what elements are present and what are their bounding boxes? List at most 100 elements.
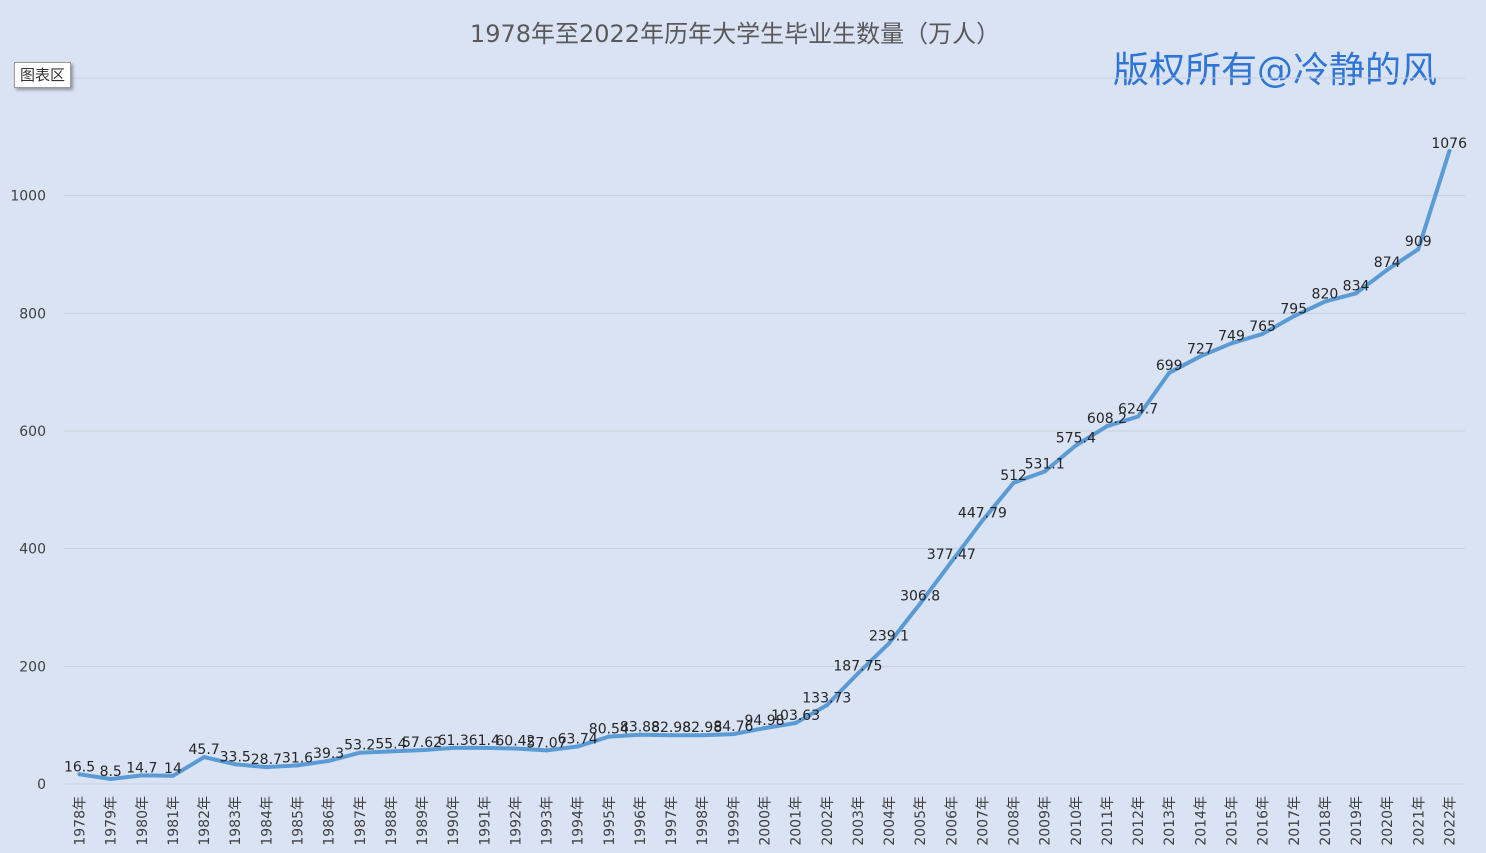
x-tick-label: 1978年 [73, 796, 89, 846]
data-point[interactable] [918, 601, 923, 606]
x-tick-label: 1988年 [384, 796, 400, 846]
data-label: 53.2 [344, 738, 375, 754]
x-tick-label: 2011年 [1100, 796, 1116, 846]
data-label: 749 [1218, 328, 1245, 344]
x-tick-label: 1998年 [695, 796, 711, 846]
data-point[interactable] [700, 733, 705, 738]
data-point[interactable] [264, 765, 269, 770]
data-point[interactable] [637, 732, 642, 737]
data-point[interactable] [202, 755, 207, 760]
data-label: 874 [1374, 255, 1401, 271]
x-tick-label: 1991年 [477, 796, 493, 846]
data-label: 83.88 [620, 720, 660, 736]
x-tick-label: 2022年 [1442, 796, 1458, 846]
x-tick-label: 2017年 [1287, 796, 1303, 846]
x-tick-label: 2018年 [1318, 796, 1334, 846]
data-point[interactable] [606, 734, 611, 739]
x-tick-label: 2016年 [1256, 796, 1272, 846]
data-label: 133.73 [802, 690, 851, 706]
data-point[interactable] [388, 749, 393, 754]
data-point[interactable] [762, 726, 767, 731]
data-point[interactable] [139, 773, 144, 778]
series-layer [77, 148, 1452, 781]
data-label: 14 [164, 761, 182, 777]
data-label: 103.63 [771, 708, 820, 724]
data-point[interactable] [295, 763, 300, 768]
data-labels: 16.5 8.5 14.7 14 45.7 33.5 28.7 31.6 39.353.2 55.… [64, 136, 1467, 780]
x-tick-label: 1997年 [664, 796, 680, 846]
x-tick-label: 1990年 [446, 796, 462, 846]
x-tick-label: 1995年 [602, 796, 618, 846]
data-point[interactable] [451, 745, 456, 750]
x-tick-label: 1989年 [415, 796, 431, 846]
data-point[interactable] [108, 776, 113, 781]
data-point[interactable] [233, 762, 238, 767]
data-point[interactable] [77, 772, 82, 777]
data-point[interactable] [513, 746, 518, 751]
data-label: 57.07 [527, 735, 567, 751]
data-point[interactable] [420, 748, 425, 753]
data-point[interactable] [1229, 341, 1234, 346]
data-point[interactable] [1260, 331, 1265, 336]
watermark-text: 版权所有@冷静的风 [1113, 50, 1437, 91]
data-point[interactable] [1322, 299, 1327, 304]
data-label: 447.79 [958, 506, 1007, 522]
y-axis-ticks: 0 200 400 600 800 1000 [10, 189, 46, 793]
data-point[interactable] [793, 721, 798, 726]
data-point[interactable] [1136, 414, 1141, 419]
x-tick-label: 1979年 [104, 796, 120, 846]
data-point[interactable] [1354, 291, 1359, 296]
data-point[interactable] [1011, 480, 1016, 485]
data-point[interactable] [170, 773, 175, 778]
x-tick-label: 2007年 [975, 796, 991, 846]
x-tick-label: 1996年 [633, 796, 649, 846]
x-tick-label: 2004年 [882, 796, 898, 846]
x-tick-label: 1992年 [508, 796, 524, 846]
data-label: 512 [1000, 468, 1027, 484]
data-label: 624.7 [1118, 401, 1158, 417]
data-point[interactable] [1104, 424, 1109, 429]
y-tick-label: 600 [19, 424, 46, 440]
data-point[interactable] [731, 732, 736, 737]
x-tick-label: 1984年 [259, 796, 275, 846]
x-tick-label: 1980年 [135, 796, 151, 846]
data-point[interactable] [980, 518, 985, 523]
data-point[interactable] [482, 745, 487, 750]
data-label: 306.8 [900, 588, 940, 604]
data-label: 80.54 [589, 722, 629, 738]
data-point[interactable] [1167, 370, 1172, 375]
data-point[interactable] [669, 733, 674, 738]
data-point[interactable] [1198, 354, 1203, 359]
data-point[interactable] [855, 671, 860, 676]
data-point[interactable] [1447, 148, 1452, 153]
data-point[interactable] [575, 744, 580, 749]
data-point[interactable] [326, 758, 331, 763]
data-point[interactable] [1042, 469, 1047, 474]
data-point[interactable] [824, 703, 829, 708]
x-tick-label: 1994年 [571, 796, 587, 846]
data-label: 608.2 [1087, 411, 1127, 427]
data-point[interactable] [544, 748, 549, 753]
data-point[interactable] [1291, 314, 1296, 319]
x-tick-label: 2009年 [1038, 796, 1054, 846]
data-point[interactable] [1416, 247, 1421, 252]
data-label: 909 [1405, 234, 1432, 250]
data-point[interactable] [357, 750, 362, 755]
x-tick-label: 2006年 [944, 796, 960, 846]
x-tick-label: 1999年 [726, 796, 742, 846]
x-tick-label: 1986年 [322, 796, 338, 846]
data-point[interactable] [949, 559, 954, 564]
data-point[interactable] [1385, 267, 1390, 272]
x-tick-label: 2008年 [1007, 796, 1023, 846]
x-tick-label: 1981年 [166, 796, 182, 846]
data-label: 82.98 [682, 720, 722, 736]
data-point[interactable] [887, 641, 892, 646]
x-tick-label: 2014年 [1193, 796, 1209, 846]
series-line[interactable] [77, 149, 1452, 781]
data-label: 1076 [1431, 136, 1467, 152]
x-tick-label: 1985年 [291, 796, 307, 846]
data-label: 8.5 [100, 764, 122, 780]
data-label: 60.42 [495, 733, 535, 749]
data-point[interactable] [1073, 443, 1078, 448]
